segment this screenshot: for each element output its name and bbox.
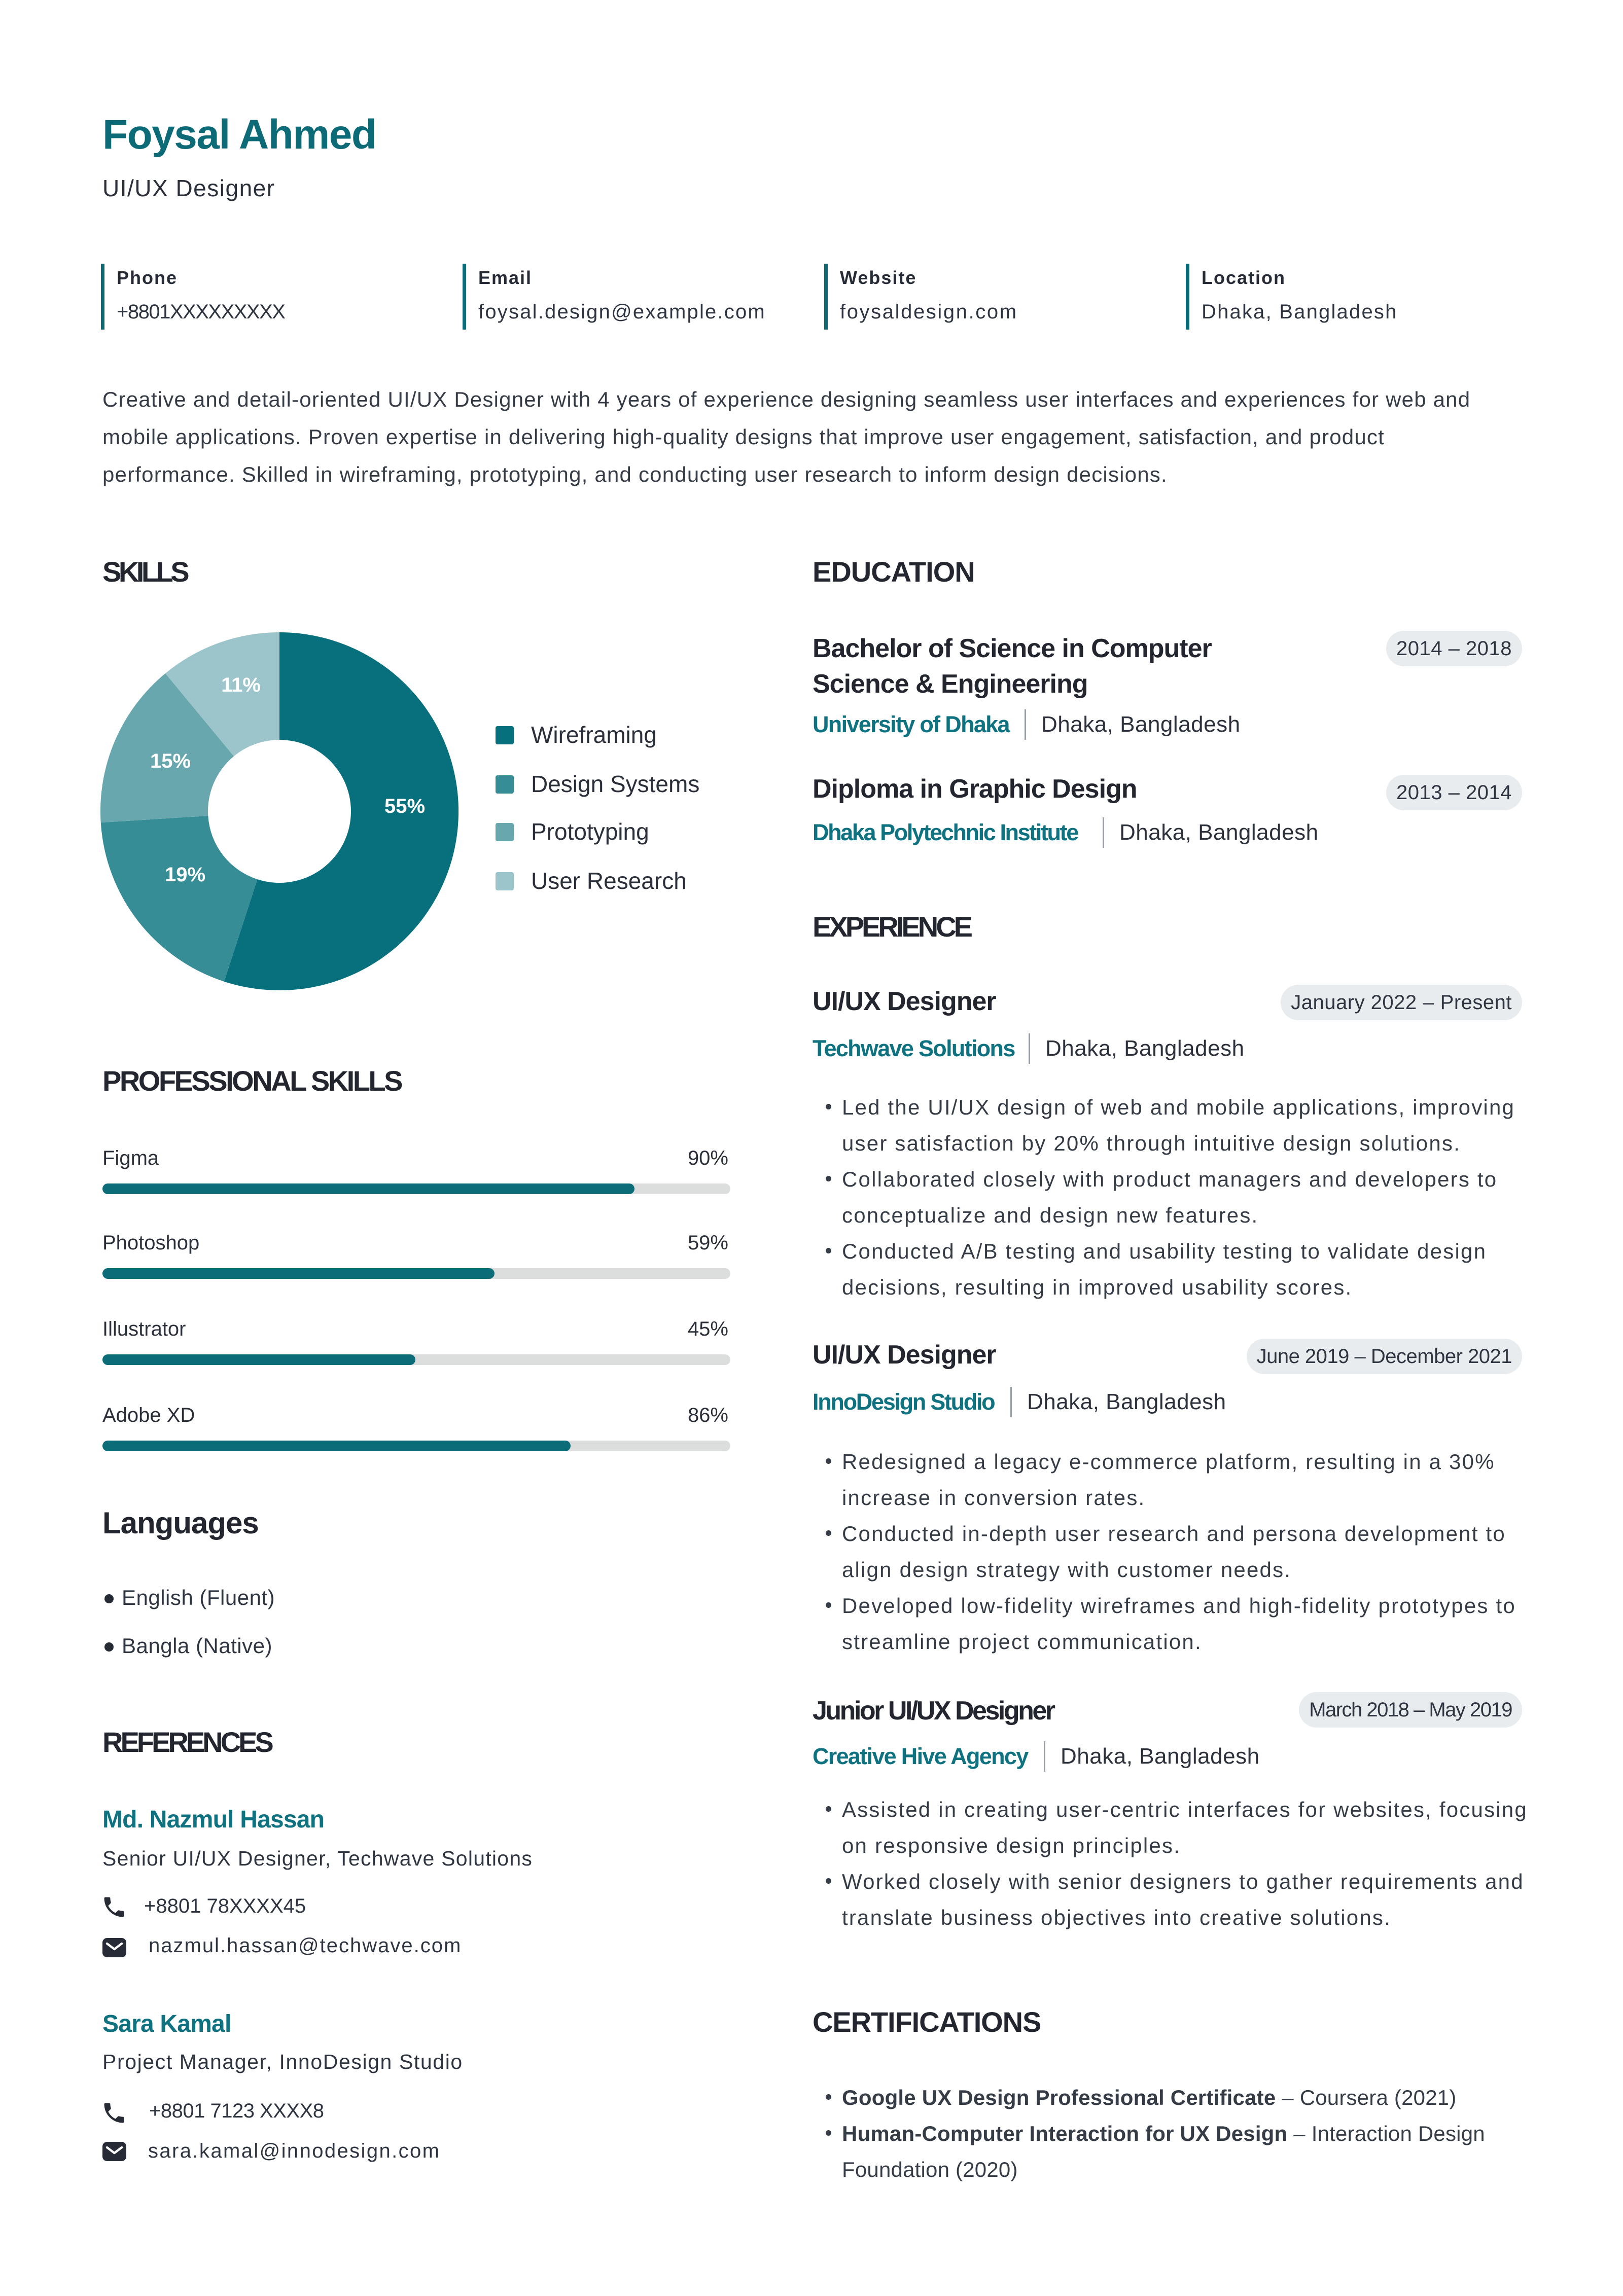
svg-text:19%: 19%: [165, 864, 205, 886]
svg-text:11%: 11%: [221, 674, 261, 696]
svg-text:55%: 55%: [384, 795, 425, 817]
svg-text:15%: 15%: [150, 750, 191, 772]
